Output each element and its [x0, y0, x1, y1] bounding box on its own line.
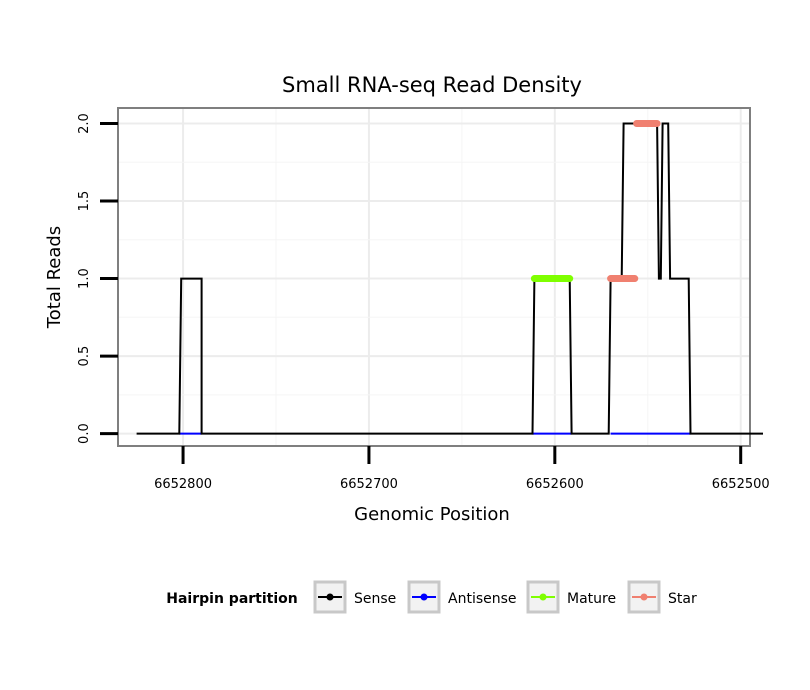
x-axis-label: Genomic Position: [354, 504, 510, 525]
legend-item-antisense: Antisense: [407, 580, 517, 614]
legend-label: Star: [668, 591, 697, 607]
legend-key-dot: [539, 593, 547, 601]
series-layer: [136, 120, 763, 435]
legend: Hairpin partition Sense Antisense Mature St…: [166, 580, 697, 614]
x-tick-label: 6652800: [154, 477, 212, 492]
legend-item-star: Star: [627, 580, 697, 614]
legend-label: Mature: [567, 591, 616, 607]
legend-item-sense: Sense: [313, 580, 396, 614]
legend-key-dot: [326, 593, 334, 601]
x-tick-label: 6652600: [526, 477, 584, 492]
legend-item-mature: Mature: [526, 580, 616, 614]
grid: [118, 108, 750, 446]
y-tick-label: 0.5: [77, 346, 92, 367]
legend-label: Antisense: [448, 591, 517, 607]
y-tick-label: 1.5: [77, 191, 92, 212]
legend-key-dot: [420, 593, 428, 601]
x-tick-label: 6652700: [340, 477, 398, 492]
legend-title: Hairpin partition: [166, 591, 297, 607]
x-axis: 6652800 6652700 6652600 6652500: [154, 446, 770, 492]
legend-key-dot: [640, 593, 648, 601]
y-tick-label: 2.0: [77, 113, 92, 134]
legend-label: Sense: [354, 591, 396, 607]
chart-title: Small RNA-seq Read Density: [282, 73, 582, 97]
y-axis: 0.0 0.5 1.0 1.5 2.0: [77, 113, 118, 444]
plot-panel-border: [117, 107, 751, 447]
y-axis-label: Total Reads: [44, 226, 65, 329]
y-tick-label: 1.0: [77, 268, 92, 289]
x-tick-label: 6652500: [712, 477, 770, 492]
y-tick-label: 0.0: [77, 423, 92, 444]
